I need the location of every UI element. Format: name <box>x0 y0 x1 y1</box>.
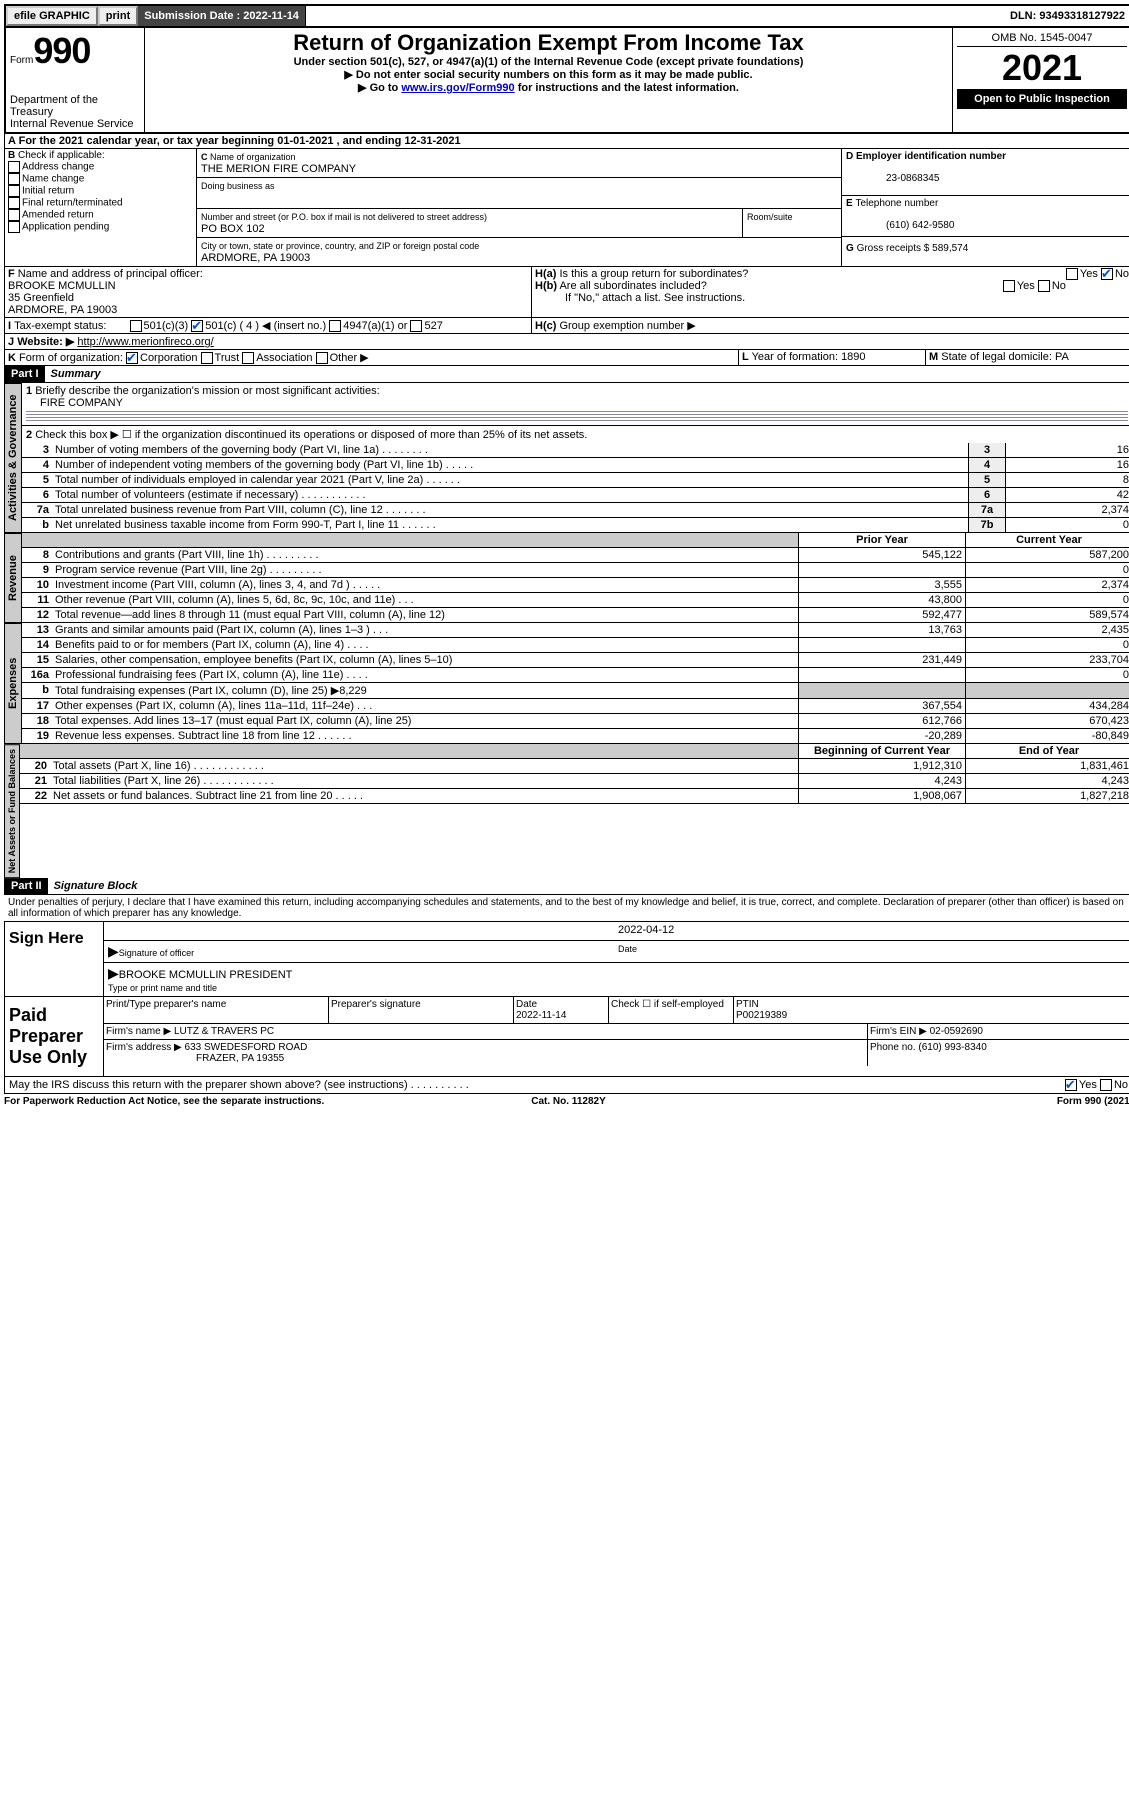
org-street: PO BOX 102 <box>201 223 265 235</box>
row-i: I Tax-exempt status: 501(c)(3) 501(c) ( … <box>4 318 1129 334</box>
chk-4947[interactable] <box>329 320 341 332</box>
chk-address[interactable] <box>8 161 20 173</box>
part1-body: Activities & Governance 1 Briefly descri… <box>4 383 1129 533</box>
tab-governance: Activities & Governance <box>4 383 22 533</box>
subtitle-2: ▶ Do not enter social security numbers o… <box>149 68 948 81</box>
page-footer: For Paperwork Reduction Act Notice, see … <box>4 1094 1129 1109</box>
chk-ha-no[interactable] <box>1101 268 1113 280</box>
chk-final[interactable] <box>8 197 20 209</box>
declaration: Under penalties of perjury, I declare th… <box>4 895 1129 921</box>
part2-header: Part II Signature Block <box>4 878 1129 895</box>
tab-revenue: Revenue <box>4 533 22 623</box>
website-link[interactable]: http://www.merionfireco.org/ <box>77 336 213 348</box>
irs-label: Internal Revenue Service <box>10 118 140 130</box>
efile-label: efile GRAPHIC <box>6 6 98 26</box>
chk-discuss-yes[interactable] <box>1065 1079 1077 1091</box>
dln: DLN: 93493318127922 <box>1004 6 1129 26</box>
chk-assoc[interactable] <box>242 352 254 364</box>
submission-date: Submission Date : 2022-11-14 <box>138 6 306 26</box>
paid-preparer-block: Paid Preparer Use Only Print/Type prepar… <box>4 997 1129 1077</box>
subtitle-1: Under section 501(c), 527, or 4947(a)(1)… <box>149 56 948 68</box>
chk-other[interactable] <box>316 352 328 364</box>
chk-trust[interactable] <box>201 352 213 364</box>
gross-receipts: 589,574 <box>932 243 968 254</box>
ein: 23-0868345 <box>846 173 939 184</box>
org-city: ARDMORE, PA 19003 <box>201 252 310 264</box>
chk-corp[interactable] <box>126 352 138 364</box>
org-name: THE MERION FIRE COMPANY <box>201 163 356 175</box>
chk-name[interactable] <box>8 173 20 185</box>
tab-net-assets: Net Assets or Fund Balances <box>4 744 20 878</box>
sign-here-block: Sign Here 2022-04-12 ▶Signature of offic… <box>4 921 1129 997</box>
irs-link[interactable]: www.irs.gov/Form990 <box>401 82 514 94</box>
discuss-row: May the IRS discuss this return with the… <box>4 1077 1129 1094</box>
chk-501c3[interactable] <box>130 320 142 332</box>
chk-527[interactable] <box>410 320 422 332</box>
chk-501c[interactable] <box>191 320 203 332</box>
omb-number: OMB No. 1545-0047 <box>957 30 1127 47</box>
chk-amended[interactable] <box>8 209 20 221</box>
row-j: J Website: ▶ http://www.merionfireco.org… <box>4 334 1129 350</box>
chk-discuss-no[interactable] <box>1100 1079 1112 1091</box>
chk-app-pending[interactable] <box>8 221 20 233</box>
chk-ha-yes[interactable] <box>1066 268 1078 280</box>
part1-header: Part I Summary <box>4 366 1129 383</box>
section-bcde: B Check if applicable: Address change Na… <box>4 149 1129 267</box>
top-bar: efile GRAPHIC print Submission Date : 20… <box>4 4 1129 28</box>
form-header: Form990 Department of the Treasury Inter… <box>4 28 1129 134</box>
chk-hb-no[interactable] <box>1038 280 1050 292</box>
ptin: P00219389 <box>736 1010 787 1021</box>
officer-name: BROOKE MCMULLIN <box>8 280 116 292</box>
print-button[interactable]: print <box>98 6 138 26</box>
row-a: A For the 2021 calendar year, or tax yea… <box>4 134 1129 149</box>
phone: (610) 642-9580 <box>846 220 954 231</box>
row-klm: K Form of organization: Corporation Trus… <box>4 350 1129 366</box>
firm-name: LUTZ & TRAVERS PC <box>174 1026 274 1037</box>
open-inspection: Open to Public Inspection <box>957 89 1127 109</box>
officer-sig-name: BROOKE MCMULLIN PRESIDENT <box>119 969 293 981</box>
mission: FIRE COMPANY <box>26 397 123 409</box>
section-fh: F Name and address of principal officer:… <box>4 267 1129 318</box>
chk-initial[interactable] <box>8 185 20 197</box>
form-title: Return of Organization Exempt From Incom… <box>149 30 948 56</box>
form-number: Form990 <box>10 30 140 72</box>
chk-hb-yes[interactable] <box>1003 280 1015 292</box>
tax-year: 2021 <box>957 47 1127 89</box>
subtitle-3: ▶ Go to www.irs.gov/Form990 for instruct… <box>149 81 948 94</box>
dept-treasury: Department of the Treasury <box>10 94 140 118</box>
tab-expenses: Expenses <box>4 623 22 744</box>
